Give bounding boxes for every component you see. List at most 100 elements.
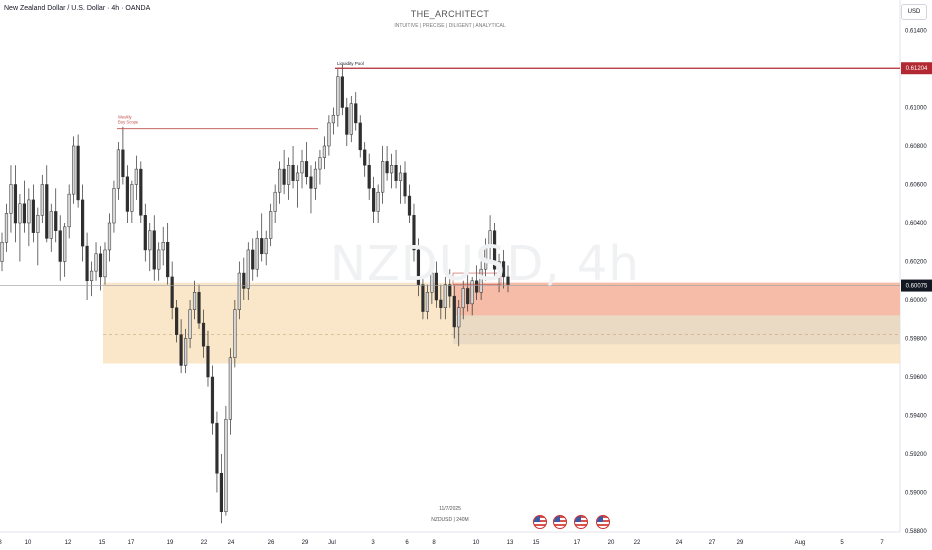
candle-body — [116, 149, 121, 189]
candle-body — [22, 203, 26, 224]
candle-body — [219, 473, 224, 512]
candle-body — [183, 338, 188, 366]
candle-body — [340, 76, 344, 108]
candle-body — [367, 165, 371, 189]
x-tick-label: 22 — [201, 540, 208, 546]
candle-body — [67, 193, 71, 228]
candle-body — [4, 213, 9, 243]
candle-body — [228, 357, 232, 420]
y-tick-label: 0.61400 — [905, 29, 927, 35]
candle-body — [18, 203, 22, 224]
candle-body — [107, 222, 112, 251]
candle-body — [72, 145, 76, 195]
y-tick-label: 0.60000 — [905, 298, 927, 304]
candle-body — [479, 268, 483, 293]
candle-body — [497, 261, 501, 270]
x-tick-label: 8 — [432, 540, 436, 546]
candle-body — [398, 172, 403, 181]
x-tick-label: 17 — [128, 540, 135, 546]
candle-body — [94, 253, 98, 272]
candle-body — [430, 272, 434, 293]
candle-body — [148, 230, 152, 251]
candle-body — [40, 184, 44, 216]
candle-body — [166, 242, 170, 278]
candle-body — [318, 157, 322, 170]
price-tag-0.60075 — [901, 279, 932, 292]
candle-body — [192, 292, 197, 310]
candle-body — [9, 184, 13, 214]
us-flag-icon[interactable] — [533, 515, 547, 529]
x-tick-label: 24 — [676, 540, 683, 546]
y-tick-label: 0.58800 — [905, 529, 927, 535]
candle-body — [273, 191, 277, 212]
candle-body — [331, 114, 335, 124]
candle-body — [269, 211, 273, 239]
candle-body — [304, 161, 309, 178]
candle-body — [501, 261, 506, 278]
candle-body — [349, 103, 353, 135]
price-tag-label: 0.60075 — [906, 284, 928, 290]
candle-body — [376, 191, 380, 212]
candle-body — [475, 280, 479, 293]
candle-body — [255, 238, 259, 270]
supply-zone — [453, 282, 900, 316]
candle-body — [210, 376, 215, 424]
candle-body — [197, 292, 201, 324]
x-tick-label: 7 — [880, 540, 884, 546]
y-tick-label: 0.59400 — [905, 414, 927, 420]
candle-body — [54, 211, 58, 231]
candle-body — [457, 307, 461, 328]
candle-body — [286, 165, 291, 185]
currency-button[interactable]: USD — [901, 4, 927, 20]
candle-body — [98, 253, 103, 278]
candle-body — [215, 422, 219, 474]
candle-body — [291, 165, 295, 181]
y-tick-label: 0.60200 — [905, 260, 927, 266]
candle-body — [412, 215, 416, 251]
candle-body — [121, 149, 125, 178]
candle-body — [470, 280, 474, 305]
x-tick-label: 29 — [737, 540, 744, 546]
candle-body — [81, 199, 85, 247]
candle-body — [125, 176, 129, 212]
candle-body — [0, 242, 4, 262]
candle-body — [175, 307, 179, 335]
candle-body — [425, 292, 429, 312]
candle-body — [295, 172, 300, 181]
candle-body — [403, 172, 407, 197]
x-tick-label: 3 — [371, 540, 375, 546]
candle-body — [506, 276, 510, 285]
x-tick-label: 12 — [65, 540, 72, 546]
candle-body — [260, 238, 264, 255]
us-flag-icon[interactable] — [574, 515, 588, 529]
us-flag-icon[interactable] — [553, 515, 567, 529]
candle-body — [492, 230, 497, 270]
x-tick-label: Jul — [328, 540, 336, 546]
candle-body — [354, 103, 358, 124]
candle-body — [452, 295, 456, 328]
candle-body — [488, 230, 492, 247]
candle-body — [49, 211, 53, 239]
candle-body — [13, 184, 18, 224]
x-tick-label: 8 — [0, 540, 2, 546]
candle-body — [448, 284, 452, 297]
candle-body — [63, 226, 67, 262]
candle-body — [242, 272, 246, 289]
inner-zone — [453, 315, 900, 345]
x-tick-label: 29 — [302, 540, 309, 546]
brand-tagline: INTUITIVE | PRECISE | DILIGENT | ANALYTI… — [394, 23, 506, 29]
candle-body — [112, 188, 116, 224]
candle-body — [85, 245, 89, 282]
x-tick-label: 22 — [634, 540, 641, 546]
candle-body — [152, 230, 156, 270]
candle-body — [89, 270, 94, 281]
us-flag-icon[interactable] — [596, 515, 610, 529]
symbol-title: New Zealand Dollar / U.S. Dollar · 4h · … — [4, 5, 151, 12]
candle-body — [484, 245, 488, 270]
price-tag-0.61204 — [901, 62, 932, 75]
price-tag-label: 0.61204 — [906, 66, 928, 72]
candle-body — [336, 76, 340, 116]
x-tick-label: 20 — [608, 540, 615, 546]
candle-body — [372, 188, 376, 212]
